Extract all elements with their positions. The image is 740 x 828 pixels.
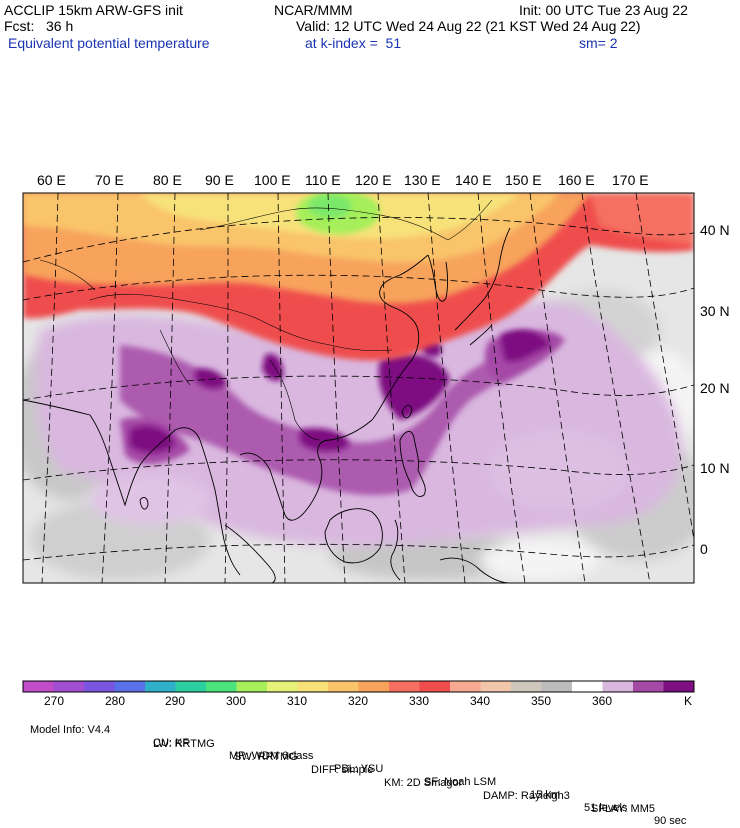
colorbar-tick-label: 350	[530, 694, 552, 708]
footer-item: 90 sec	[654, 815, 687, 827]
lat-label: 30 N	[700, 303, 730, 319]
footer-item: SW: RRTMG	[234, 751, 298, 763]
valid-time: Valid: 12 UTC Wed 24 Aug 22 (21 KST Wed …	[296, 18, 641, 34]
colorbar-unit: K	[683, 694, 692, 708]
lon-label: 120 E	[355, 172, 392, 188]
level-index: at k-index = 51	[305, 35, 402, 51]
lon-label: 100 E	[254, 172, 291, 188]
colorbar-swatch	[206, 681, 237, 692]
footer-item: KM: 2D Smagor	[384, 777, 463, 789]
map-panel	[23, 193, 694, 583]
colorbar-tick-label: 320	[347, 694, 369, 708]
theta-e-300-core	[296, 193, 380, 234]
colorbar-swatch	[84, 681, 115, 692]
model-info-line2: LW: RRTMG SW: RRTMG DIFF: simple KM: 2D …	[0, 725, 740, 815]
colorbar-tick-label: 290	[164, 694, 186, 708]
footer-item: Model Info: V4.4	[30, 724, 111, 736]
lat-label: 20 N	[700, 380, 730, 396]
colorbar-swatch	[328, 681, 359, 692]
colorbar-frame	[22, 680, 695, 693]
smoothing: sm= 2	[579, 35, 618, 51]
lon-label: 90 E	[205, 172, 234, 188]
lat-label: 10 N	[700, 460, 730, 476]
lat-label: 40 N	[700, 222, 730, 238]
coastlines	[23, 199, 511, 583]
colorbar-tick-label: 360	[591, 694, 613, 708]
lat-label: 0	[700, 541, 708, 557]
lon-label: 70 E	[95, 172, 124, 188]
colorbar-swatch	[572, 681, 603, 692]
lon-label: 110 E	[305, 172, 341, 188]
lon-label: 150 E	[505, 172, 542, 188]
graticule	[23, 193, 694, 583]
footer-item: SFLAY: MM5	[591, 803, 655, 815]
colorbar-swatch	[358, 681, 390, 692]
theta-e-map	[22, 192, 695, 693]
footer-item: DAMP: Rayleigh3	[483, 790, 570, 802]
colorbar-swatch	[419, 681, 451, 692]
lon-label: 170 E	[612, 172, 649, 188]
footer-item: DIFF: simple	[311, 764, 374, 776]
colorbar-swatch	[114, 681, 146, 692]
colorbar-tick-label: 300	[225, 694, 247, 708]
model-title: ACCLIP 15km ARW-GFS init	[4, 2, 183, 18]
colorbar-tick-label: 280	[104, 694, 126, 708]
init-time: Init: 00 UTC Tue 23 Aug 22	[519, 2, 688, 18]
lon-label: 130 E	[404, 172, 441, 188]
lon-label: 140 E	[455, 172, 492, 188]
colorbar-swatch	[389, 681, 420, 692]
colorbar-tick-label: 330	[408, 694, 430, 708]
lon-label: 160 E	[558, 172, 595, 188]
colorbar-swatch	[633, 681, 664, 692]
colorbar-swatch	[511, 681, 542, 692]
colorbar-swatch	[602, 681, 634, 692]
lon-label: 60 E	[37, 172, 66, 188]
colorbar-swatch	[541, 681, 573, 692]
lon-label: 80 E	[153, 172, 182, 188]
colorbar	[22, 680, 695, 693]
colorbar-tick-label: 270	[43, 694, 65, 708]
colorbar-swatch	[267, 681, 298, 692]
colorbar-swatch	[23, 681, 54, 692]
field-name: Equivalent potential temperature	[8, 35, 210, 51]
model-info-line1: Model Info: V4.4 CU: KF MP: WDM 6class P…	[0, 711, 740, 827]
colorbar-swatch	[663, 681, 695, 692]
colorbar-swatch	[297, 681, 329, 692]
colorbar-tick-label: 310	[286, 694, 308, 708]
colorbar-swatch	[145, 681, 176, 692]
colorbar-swatch	[175, 681, 207, 692]
theta-e-370-field	[130, 329, 550, 453]
colorbar-swatch	[236, 681, 268, 692]
map-frame	[22, 192, 695, 584]
center-name: NCAR/MMM	[274, 2, 353, 18]
forecast-hour: Fcst: 36 h	[4, 18, 74, 34]
colorbar-swatch	[53, 681, 85, 692]
colorbar-swatch	[450, 681, 481, 692]
colorbar-swatch	[480, 681, 512, 692]
colorbar-tick-label: 340	[469, 694, 491, 708]
